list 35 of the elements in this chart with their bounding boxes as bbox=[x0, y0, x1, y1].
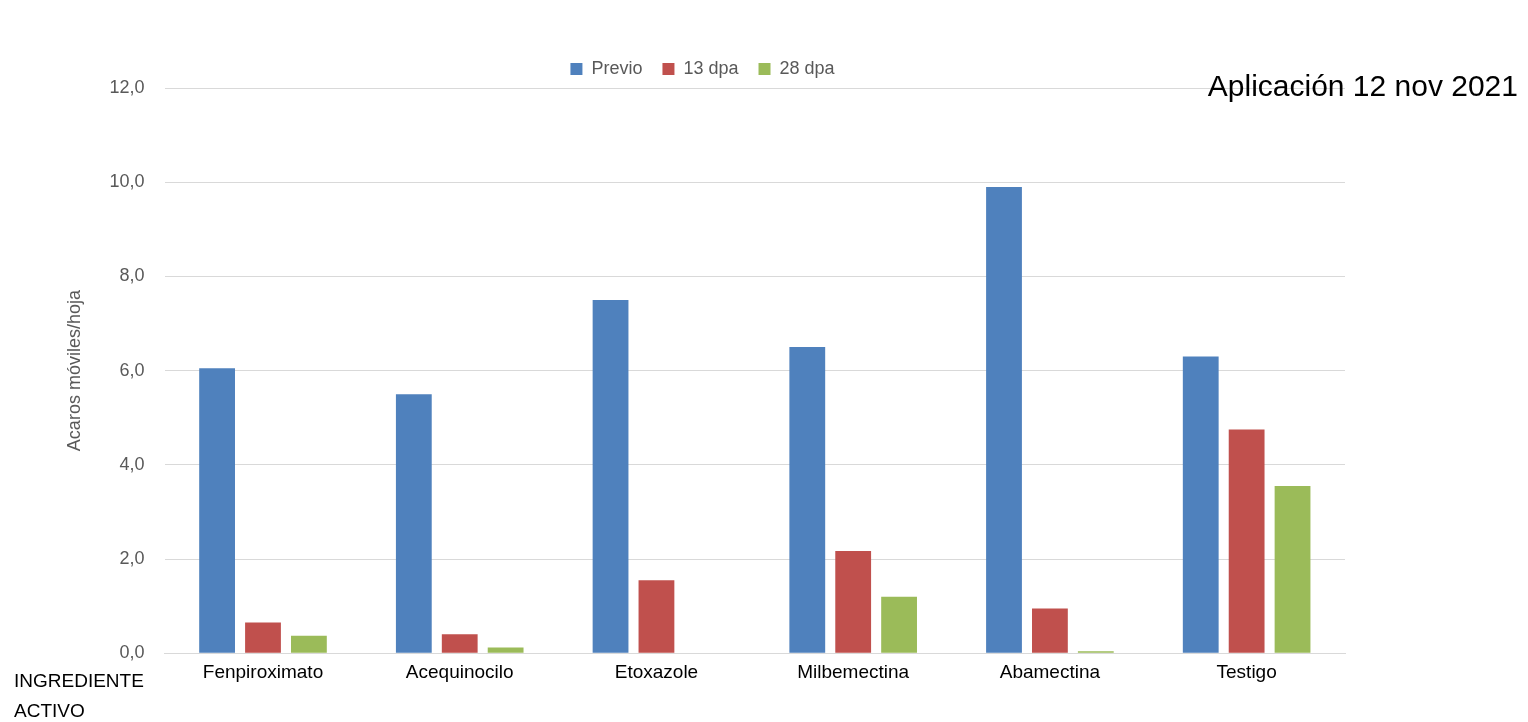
bar bbox=[986, 186, 1022, 653]
y-tick-label: 6,0 bbox=[119, 359, 145, 380]
legend-label: 28 dpa bbox=[779, 57, 836, 78]
y-tick-label: 12,0 bbox=[109, 76, 145, 97]
x-tick-label: Fenpiroximato bbox=[202, 660, 324, 682]
x-tick-label: Abamectina bbox=[999, 660, 1101, 682]
x-tick-label: Milbemectina bbox=[797, 660, 910, 682]
x-tick-label: Acequinocilo bbox=[405, 660, 514, 682]
annotation: Aplicación 12 nov 2021 bbox=[1207, 69, 1518, 103]
legend-label: 13 dpa bbox=[683, 57, 740, 78]
x-tick-label: Testigo bbox=[1216, 660, 1277, 682]
bar bbox=[245, 622, 281, 653]
bar bbox=[441, 634, 478, 653]
text: INGREDIENTE ACTIVO bbox=[14, 670, 144, 722]
x-tick-label: Etoxazole bbox=[614, 660, 699, 682]
y-tick-label: 4,0 bbox=[119, 453, 145, 474]
bar bbox=[638, 580, 675, 653]
bar bbox=[1032, 608, 1068, 653]
bar bbox=[1228, 429, 1265, 653]
y-axis-title: Acaros móviles/hoja bbox=[63, 289, 84, 452]
y-tick-label: 0,0 bbox=[119, 642, 145, 663]
bar bbox=[835, 550, 872, 653]
bar bbox=[789, 347, 826, 653]
y-tick-label: 2,0 bbox=[119, 547, 145, 568]
legend-label: Previo bbox=[591, 57, 643, 78]
bar bbox=[592, 299, 629, 653]
bar bbox=[487, 647, 524, 653]
y-tick-label: 10,0 bbox=[109, 171, 145, 192]
bar bbox=[199, 368, 235, 653]
bar bbox=[1274, 486, 1311, 653]
bar bbox=[1182, 356, 1219, 653]
bar bbox=[881, 596, 917, 653]
bar bbox=[395, 394, 432, 653]
y-tick-label: 8,0 bbox=[119, 265, 145, 286]
bar bbox=[291, 635, 327, 653]
